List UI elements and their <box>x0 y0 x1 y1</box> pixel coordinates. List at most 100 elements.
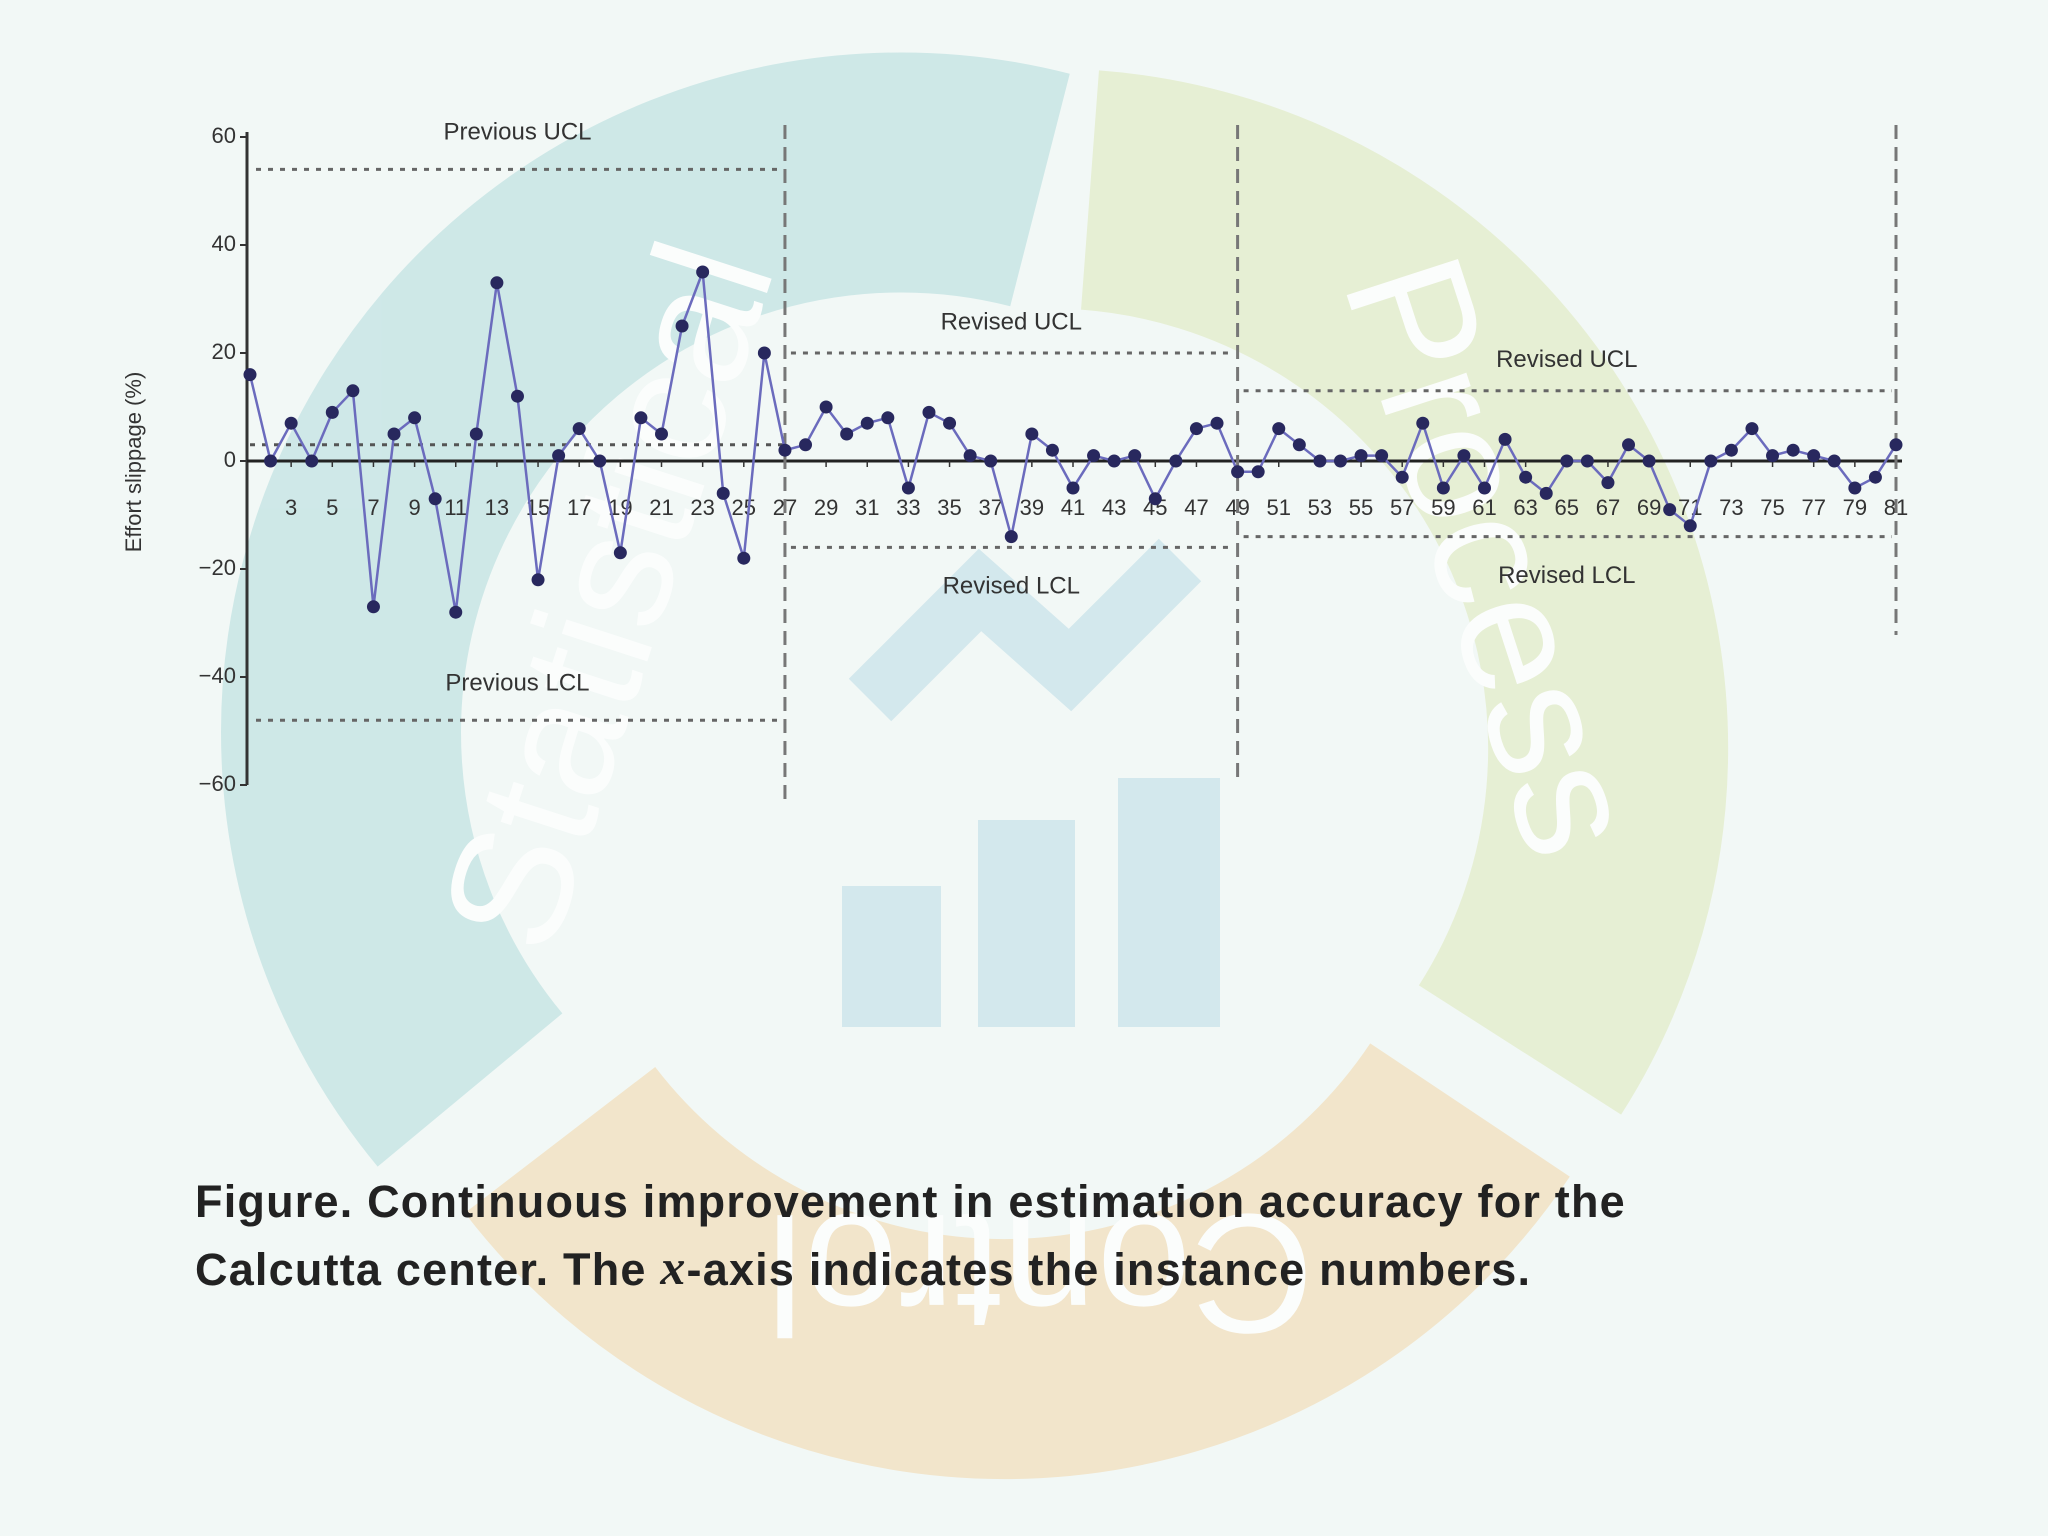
data-point <box>984 454 998 468</box>
caption-text: Calcutta center. The <box>195 1244 660 1295</box>
x-tick-label: 77 <box>1801 495 1825 520</box>
data-point <box>1868 470 1882 484</box>
x-tick-label: 21 <box>649 495 673 520</box>
data-point <box>1889 438 1903 452</box>
data-point <box>757 346 771 360</box>
data-point <box>1333 454 1347 468</box>
data-point <box>1457 449 1471 463</box>
data-point <box>325 405 339 419</box>
data-point <box>1066 481 1080 495</box>
x-tick-label: 13 <box>485 495 509 520</box>
ring-teal <box>221 52 1070 1167</box>
data-point <box>737 551 751 565</box>
data-point <box>243 368 257 382</box>
y-tick-label: 0 <box>224 447 236 472</box>
x-tick-label: 43 <box>1102 495 1126 520</box>
x-tick-label: 37 <box>978 495 1002 520</box>
x-tick-label: 47 <box>1184 495 1208 520</box>
y-tick-label: 40 <box>212 231 236 256</box>
data-point <box>572 422 586 436</box>
x-tick-label: 57 <box>1390 495 1414 520</box>
data-point <box>716 486 730 500</box>
data-point <box>428 492 442 506</box>
wm-bar <box>978 820 1075 1027</box>
data-point <box>1375 449 1389 463</box>
data-point <box>387 427 401 441</box>
watermark-word: Control <box>766 1178 1314 1368</box>
data-point <box>1745 422 1759 436</box>
limit-label: Revised LCL <box>943 573 1080 600</box>
data-point <box>305 454 319 468</box>
data-point <box>675 319 689 333</box>
x-tick-label: 17 <box>567 495 591 520</box>
data-point <box>408 411 422 425</box>
data-point <box>1766 449 1780 463</box>
x-tick-label: 61 <box>1472 495 1496 520</box>
wm-arrow <box>848 538 1202 722</box>
data-point <box>778 443 792 457</box>
data-point <box>264 454 278 468</box>
x-tick-label: 63 <box>1513 495 1537 520</box>
data-point <box>1580 454 1594 468</box>
y-axis-label: Effort slippage (%) <box>121 372 146 553</box>
data-point <box>1642 454 1656 468</box>
x-tick-label: 35 <box>937 495 961 520</box>
caption-text: -axis indicates the instance numbers. <box>687 1244 1532 1295</box>
x-tick-label: 69 <box>1637 495 1661 520</box>
x-tick-label: 23 <box>690 495 714 520</box>
caption-line: Calcutta center. The x-axis indicates th… <box>195 1239 1531 1295</box>
data-point <box>1045 443 1059 457</box>
data-point <box>922 405 936 419</box>
data-point <box>1189 422 1203 436</box>
x-tick-label: 41 <box>1061 495 1085 520</box>
x-tick-label: 11 <box>444 495 467 520</box>
y-tick-label: −40 <box>199 663 236 688</box>
data-point <box>346 384 360 398</box>
limit-label: Revised UCL <box>941 308 1082 335</box>
data-point <box>1724 443 1738 457</box>
data-point <box>819 400 833 414</box>
data-point <box>1416 416 1430 430</box>
x-tick-label: 31 <box>855 495 879 520</box>
data-point <box>1272 422 1286 436</box>
x-tick-label: 67 <box>1596 495 1620 520</box>
x-tick-label: 73 <box>1719 495 1743 520</box>
data-point <box>449 605 463 619</box>
wm-bar <box>842 886 941 1027</box>
data-point <box>1663 503 1677 517</box>
data-point <box>963 449 977 463</box>
caption-line: Figure. Continuous improvement in estima… <box>195 1176 1626 1227</box>
data-point <box>1313 454 1327 468</box>
data-point <box>1210 416 1224 430</box>
data-point <box>1827 454 1841 468</box>
data-point <box>1683 519 1697 533</box>
data-point <box>284 416 298 430</box>
x-tick-label: 5 <box>326 495 338 520</box>
data-point <box>1848 481 1862 495</box>
x-tick-label: 51 <box>1267 495 1291 520</box>
data-point <box>1004 530 1018 544</box>
data-point <box>510 389 524 403</box>
data-point <box>490 276 504 290</box>
data-point <box>943 416 957 430</box>
x-tick-label: 9 <box>408 495 420 520</box>
limit-label: Previous UCL <box>443 119 591 146</box>
data-point <box>1128 449 1142 463</box>
y-tick-label: −60 <box>199 771 236 796</box>
data-point <box>799 438 813 452</box>
x-tick-label: 65 <box>1555 495 1579 520</box>
x-tick-label: 59 <box>1431 495 1455 520</box>
data-point <box>1107 454 1121 468</box>
x-tick-label: 53 <box>1308 495 1332 520</box>
data-point <box>696 265 710 279</box>
data-point <box>469 427 483 441</box>
x-tick-label: 29 <box>814 495 838 520</box>
data-point <box>552 449 566 463</box>
y-tick-label: 20 <box>212 339 236 364</box>
caption-var: x <box>659 1239 686 1295</box>
data-point <box>1519 470 1533 484</box>
x-tick-label: 7 <box>367 495 379 520</box>
data-point <box>1025 427 1039 441</box>
